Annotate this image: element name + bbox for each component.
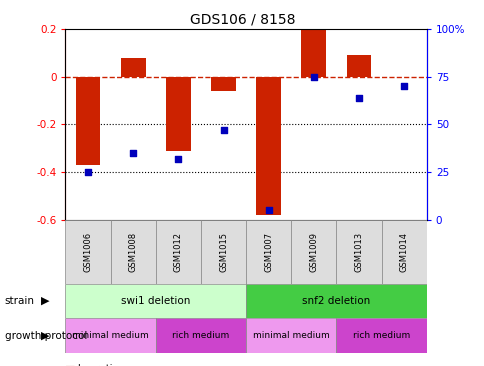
Bar xyxy=(110,220,155,284)
Bar xyxy=(121,58,145,77)
Bar xyxy=(291,220,336,284)
Bar xyxy=(76,77,100,165)
Bar xyxy=(65,318,155,353)
Bar xyxy=(65,284,245,318)
Text: GSM1009: GSM1009 xyxy=(309,232,318,272)
Point xyxy=(399,83,407,89)
Point xyxy=(129,150,137,156)
Point xyxy=(174,156,182,162)
Text: GSM1007: GSM1007 xyxy=(264,232,272,272)
Bar xyxy=(301,29,326,77)
Text: GSM1013: GSM1013 xyxy=(354,232,363,272)
Bar xyxy=(211,77,236,91)
Text: GSM1012: GSM1012 xyxy=(174,232,182,272)
Text: swi1 deletion: swi1 deletion xyxy=(121,296,190,306)
Text: ▶: ▶ xyxy=(41,331,49,341)
Bar xyxy=(65,220,110,284)
Bar xyxy=(245,284,426,318)
Point xyxy=(84,169,92,175)
Text: minimal medium: minimal medium xyxy=(253,331,329,340)
Point xyxy=(264,207,272,213)
Bar xyxy=(245,318,336,353)
Bar xyxy=(336,318,426,353)
Point xyxy=(309,74,317,80)
Text: snf2 deletion: snf2 deletion xyxy=(302,296,370,306)
Text: strain: strain xyxy=(5,296,35,306)
Text: growth protocol: growth protocol xyxy=(5,331,87,341)
Bar xyxy=(245,220,291,284)
Bar xyxy=(256,77,281,215)
Text: GSM1008: GSM1008 xyxy=(128,232,137,272)
Text: rich medium: rich medium xyxy=(172,331,229,340)
Text: GSM1006: GSM1006 xyxy=(83,232,92,272)
Bar xyxy=(166,77,190,151)
Text: minimal medium: minimal medium xyxy=(72,331,149,340)
Bar xyxy=(200,220,245,284)
Text: ▶: ▶ xyxy=(41,296,49,306)
Text: log ratio: log ratio xyxy=(77,364,118,366)
Bar xyxy=(381,220,426,284)
Text: rich medium: rich medium xyxy=(352,331,409,340)
Bar xyxy=(346,56,371,77)
Bar xyxy=(155,318,245,353)
Text: GDS106 / 8158: GDS106 / 8158 xyxy=(189,13,295,27)
Point xyxy=(354,95,362,101)
Bar xyxy=(155,220,200,284)
Point xyxy=(219,127,227,133)
Text: GSM1014: GSM1014 xyxy=(399,232,408,272)
Text: ■: ■ xyxy=(65,364,76,366)
Bar xyxy=(336,220,381,284)
Text: GSM1015: GSM1015 xyxy=(219,232,227,272)
